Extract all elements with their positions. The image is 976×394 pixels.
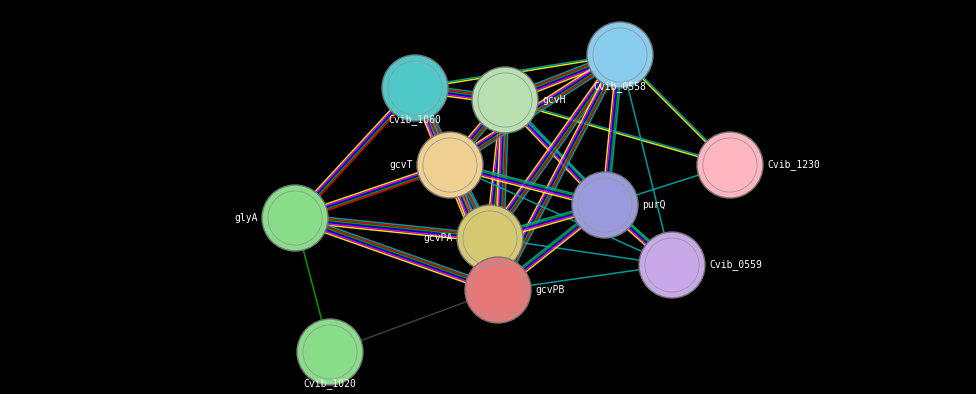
Text: glyA: glyA (234, 213, 258, 223)
Circle shape (697, 132, 763, 198)
Text: Cvib_1230: Cvib_1230 (767, 160, 820, 171)
Circle shape (297, 319, 363, 385)
Text: Cvib_1020: Cvib_1020 (304, 378, 356, 389)
Circle shape (382, 55, 448, 121)
Circle shape (465, 257, 531, 323)
Circle shape (417, 132, 483, 198)
Text: Cvib_1060: Cvib_1060 (388, 114, 441, 125)
Text: gcvPA: gcvPA (424, 233, 453, 243)
Text: Cvib_0558: Cvib_0558 (593, 81, 646, 92)
Circle shape (472, 67, 538, 133)
Text: gcvPB: gcvPB (535, 285, 564, 295)
Text: purQ: purQ (642, 200, 666, 210)
Circle shape (587, 22, 653, 88)
Text: gcvH: gcvH (542, 95, 565, 105)
Text: gcvT: gcvT (389, 160, 413, 170)
Circle shape (639, 232, 705, 298)
Circle shape (457, 205, 523, 271)
Circle shape (572, 172, 638, 238)
Text: Cvib_0559: Cvib_0559 (709, 260, 762, 270)
Circle shape (262, 185, 328, 251)
